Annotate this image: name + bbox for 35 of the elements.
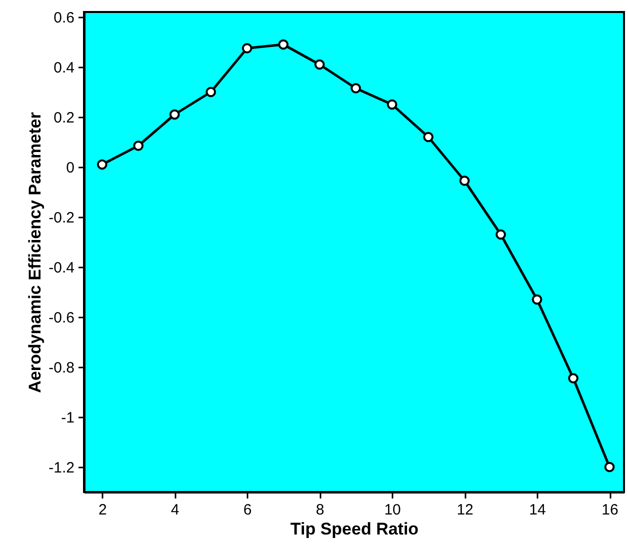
y-tick-label: -0.4: [48, 260, 74, 276]
y-tick-label: -0.2: [48, 210, 74, 226]
point: [96, 159, 108, 170]
point: [386, 99, 398, 110]
point: [350, 83, 361, 94]
point: [604, 462, 615, 472]
y-tick-label: 0.4: [54, 60, 74, 76]
y-tick-label: -0.8: [48, 360, 74, 376]
y-tick-label: 0.6: [54, 10, 74, 26]
point: [206, 86, 216, 98]
y-tick-label: -1: [61, 410, 74, 426]
x-tick-label: 6: [243, 502, 252, 518]
point: [242, 43, 252, 54]
point: [532, 294, 542, 305]
y-axis-title: Aerodynamic Efficiency Parameter: [26, 112, 45, 393]
x-tick-label: 2: [98, 502, 107, 518]
x-tick-label: 16: [602, 502, 618, 518]
y-tick-label: 0.2: [54, 110, 74, 126]
y-tick-label: 0: [66, 160, 74, 176]
point: [459, 176, 470, 186]
point: [133, 140, 144, 151]
y-tick-label: -1.2: [48, 460, 74, 476]
point: [169, 109, 180, 120]
x-tick-label: 12: [456, 502, 474, 518]
point: [314, 59, 325, 70]
y-tick-label: -0.6: [48, 310, 74, 326]
x-tick-label: 14: [529, 502, 546, 518]
point: [278, 39, 289, 50]
point: [423, 132, 434, 142]
x-tick-label: 4: [170, 502, 180, 518]
point: [496, 229, 506, 240]
x-axis-title: Tip Speed Ratio: [290, 520, 419, 538]
x-tick-label: 10: [384, 502, 401, 518]
x-tick-label: 8: [316, 502, 324, 518]
point: [568, 373, 578, 384]
